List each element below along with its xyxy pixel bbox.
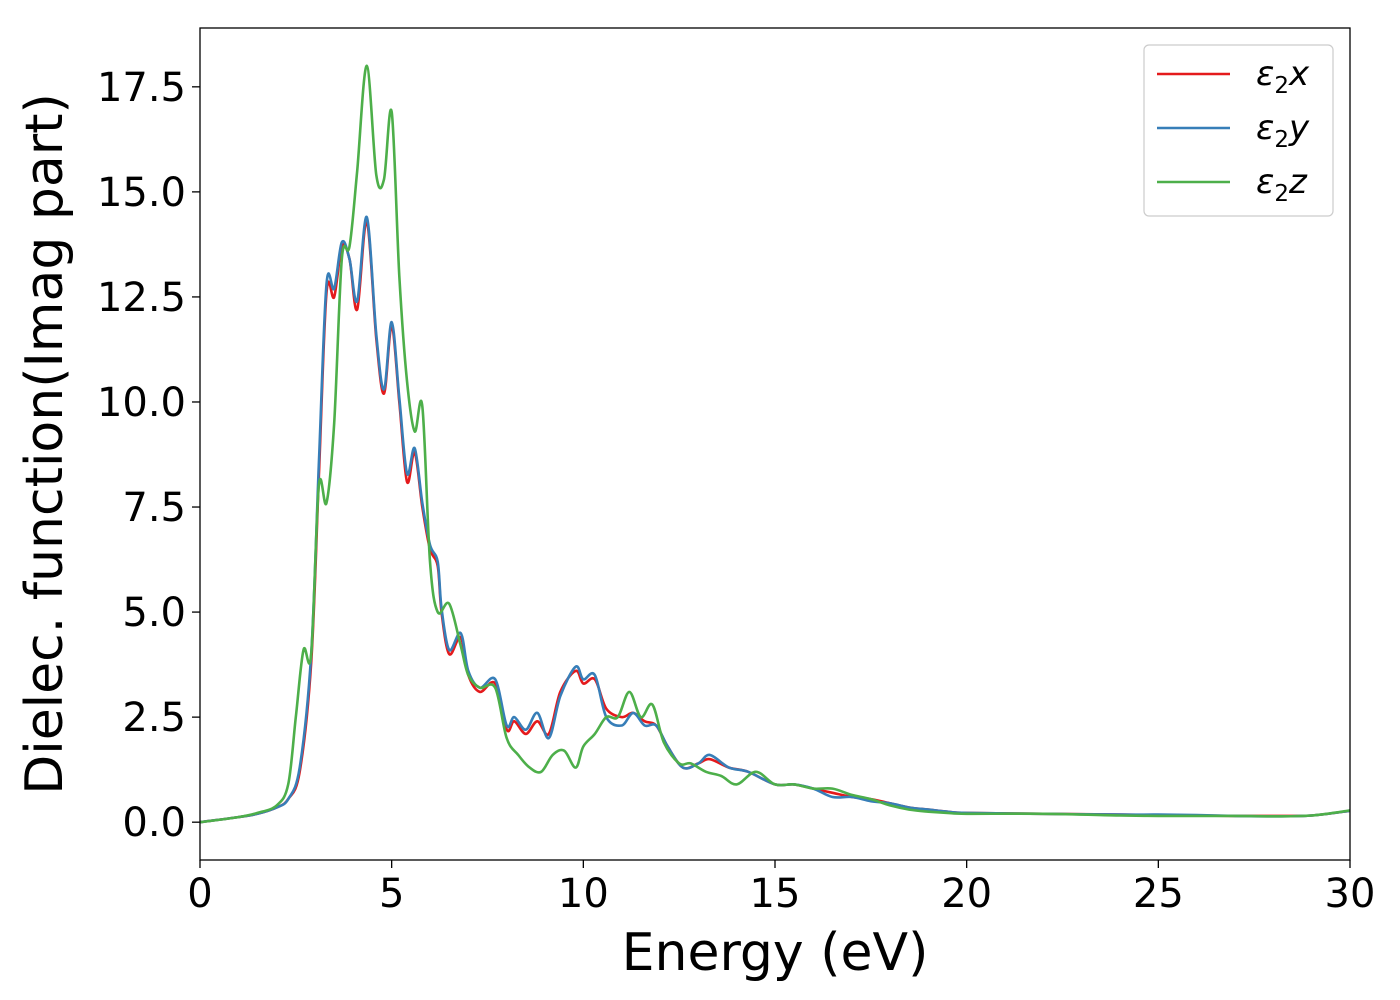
y-tick-label: 15.0: [97, 170, 186, 216]
ticks-layer: 0 5 10 15 20 25 30 0.0 2.5 5.0 7.5 10.0 12.5 15.0 17.5: [97, 65, 1376, 917]
legend-label-x: ε2x: [1256, 54, 1310, 99]
y-tick-label: 7.5: [122, 485, 186, 531]
legend-box: [1143, 44, 1334, 217]
y-tick-label: 17.5: [97, 65, 186, 111]
y-tick-label: 0.0: [122, 800, 186, 846]
x-tick-label: 25: [1133, 871, 1184, 917]
series-layer: [199, 64, 1351, 824]
y-tick-label: 10.0: [97, 380, 186, 426]
legend-label-z: ε2z: [1256, 162, 1308, 207]
x-tick-label: 5: [379, 871, 404, 917]
x-axis-title: Energy (eV): [622, 923, 929, 983]
y-tick-label: 12.5: [97, 275, 186, 321]
y-tick-label: 5.0: [122, 590, 186, 636]
x-tick-label: 10: [558, 871, 609, 917]
x-tick-label: 30: [1325, 871, 1376, 917]
series-line-z: [199, 64, 1351, 824]
x-tick-label: 15: [750, 871, 801, 917]
y-axis-title: Dielec. function(Imag part): [15, 93, 75, 795]
x-tick-label: 0: [187, 871, 212, 917]
series-line-x: [199, 219, 1351, 824]
legend: ε2x ε2y ε2z: [1143, 44, 1334, 217]
series-line-y: [199, 215, 1351, 824]
x-tick-label: 20: [941, 871, 992, 917]
legend-label-y: ε2y: [1256, 108, 1310, 153]
y-tick-label: 2.5: [122, 695, 186, 741]
